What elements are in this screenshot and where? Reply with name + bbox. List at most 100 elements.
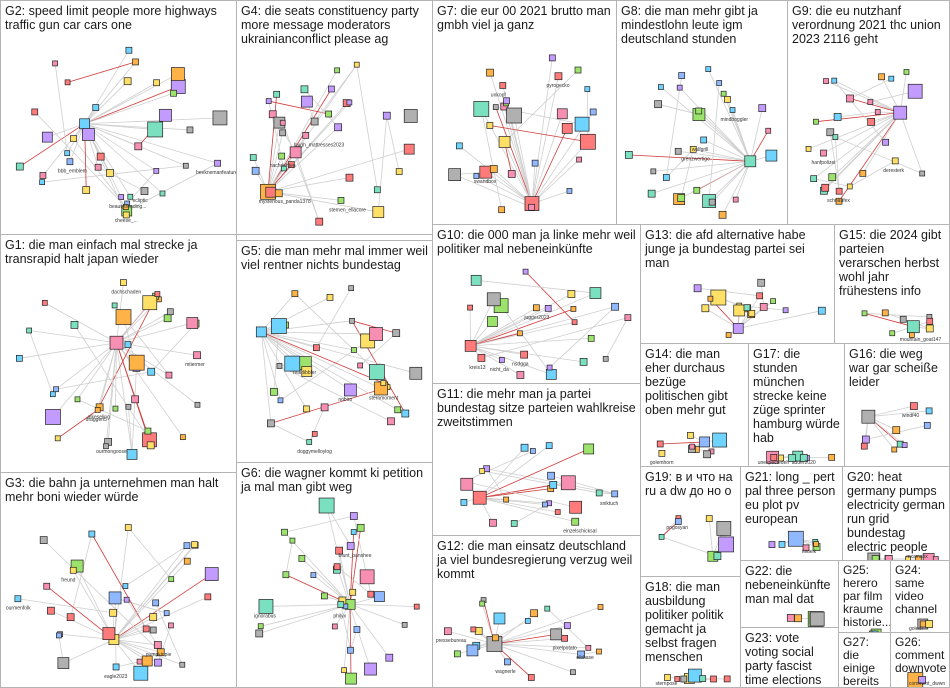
edge <box>833 80 886 143</box>
user-node <box>276 363 283 369</box>
user-node <box>677 194 686 202</box>
user-node <box>716 80 723 86</box>
edge <box>113 596 209 640</box>
group-network: golem <box>909 618 934 632</box>
user-node <box>163 610 170 616</box>
user-node <box>52 60 58 67</box>
user-node <box>282 571 290 579</box>
user-node <box>387 417 395 426</box>
edge <box>29 330 117 344</box>
user-node <box>193 351 201 360</box>
user-node <box>724 95 731 103</box>
user-node <box>212 110 228 126</box>
edge <box>261 331 382 389</box>
user-node <box>320 403 329 412</box>
group-panel-g14: golemhorn G14: die man eher durchaus bezü… <box>640 343 749 467</box>
user-node <box>45 409 61 425</box>
edge <box>479 497 576 523</box>
edge <box>697 287 760 297</box>
edge <box>351 320 397 334</box>
edge <box>63 639 115 664</box>
user-node <box>524 618 531 624</box>
user-node <box>765 127 772 134</box>
user-node <box>280 165 287 172</box>
edge <box>261 293 296 333</box>
user-node <box>136 658 143 665</box>
edge <box>693 148 751 162</box>
edge <box>479 484 554 499</box>
user-node <box>720 90 727 97</box>
user-node <box>31 108 39 116</box>
user-node <box>823 78 829 84</box>
edge <box>531 57 553 204</box>
user-node <box>403 109 418 123</box>
user-node <box>186 126 194 134</box>
user-node <box>892 426 901 434</box>
edge <box>481 317 628 359</box>
edge <box>708 161 751 202</box>
edge <box>267 191 379 213</box>
edge <box>113 628 147 640</box>
node-label: mtiermer <box>185 362 205 368</box>
group-panel-g15: mountain_goat147 G15: die 2024 gibt parte… <box>834 224 950 344</box>
user-node <box>270 387 278 396</box>
edge <box>157 625 172 663</box>
group-network: nachrichten mysterious_panda1378 laugh_mat… <box>249 61 418 226</box>
group-label: G5: die man mehr mal immer weil viel ren… <box>241 244 428 272</box>
node-label: elbhase <box>576 655 594 661</box>
group-label: G9: die eu nutzhanf verordnung 2021 thc … <box>792 4 941 46</box>
user-node <box>589 287 602 299</box>
edge <box>651 160 751 195</box>
user-node <box>170 89 177 97</box>
user-node <box>265 98 272 104</box>
node-label: schnaufex <box>827 198 850 204</box>
node-label: ourmongoose <box>96 449 127 455</box>
edge <box>349 604 352 679</box>
edge <box>476 175 533 204</box>
group-panel-g26: comment_dwwn G26: comment downvote <box>890 632 950 688</box>
edge <box>660 86 751 162</box>
user-node <box>255 629 264 638</box>
user-node <box>579 358 588 366</box>
user-node <box>300 85 309 94</box>
user-node <box>710 675 717 683</box>
edge <box>469 307 472 346</box>
user-node <box>57 657 70 669</box>
group-label: G7: die eur 00 2021 brutto man gmbh viel… <box>437 4 611 32</box>
user-node <box>687 431 694 439</box>
edge <box>849 160 896 187</box>
user-node <box>152 599 160 607</box>
edge <box>308 407 325 443</box>
group-label: G12: die man einsatz deutschland ja viel… <box>437 539 633 581</box>
node-label: cheese_... <box>115 218 138 224</box>
edge <box>479 497 558 513</box>
user-node <box>335 546 343 555</box>
user-node <box>561 123 573 134</box>
group-network: unexpectedeh adder2020 <box>758 450 836 466</box>
user-node <box>41 300 48 306</box>
node-label: unexpectedeh <box>758 460 790 466</box>
edge <box>494 643 582 655</box>
edge <box>84 117 220 125</box>
user-node <box>580 133 596 150</box>
user-node <box>554 72 563 81</box>
user-node <box>146 441 155 450</box>
user-node <box>716 521 732 536</box>
edge <box>44 302 117 344</box>
edge <box>459 145 533 204</box>
user-node <box>204 593 212 601</box>
edge <box>834 80 901 114</box>
user-node <box>204 567 219 581</box>
node-label: nobiro <box>338 397 352 403</box>
group-label: G15: die 2024 gibt parteien verarschen h… <box>839 228 942 298</box>
edge <box>489 125 588 143</box>
edge <box>19 342 117 359</box>
group-panel-g19: pogosyan G19: в и что на ru a dw до но о <box>640 466 741 577</box>
group-label: G10: die 000 man ja linke mehr weil poli… <box>437 228 636 256</box>
edge <box>531 113 563 204</box>
user-node <box>489 165 498 173</box>
user-node <box>611 490 619 498</box>
user-node <box>448 168 462 182</box>
user-node <box>926 317 934 325</box>
